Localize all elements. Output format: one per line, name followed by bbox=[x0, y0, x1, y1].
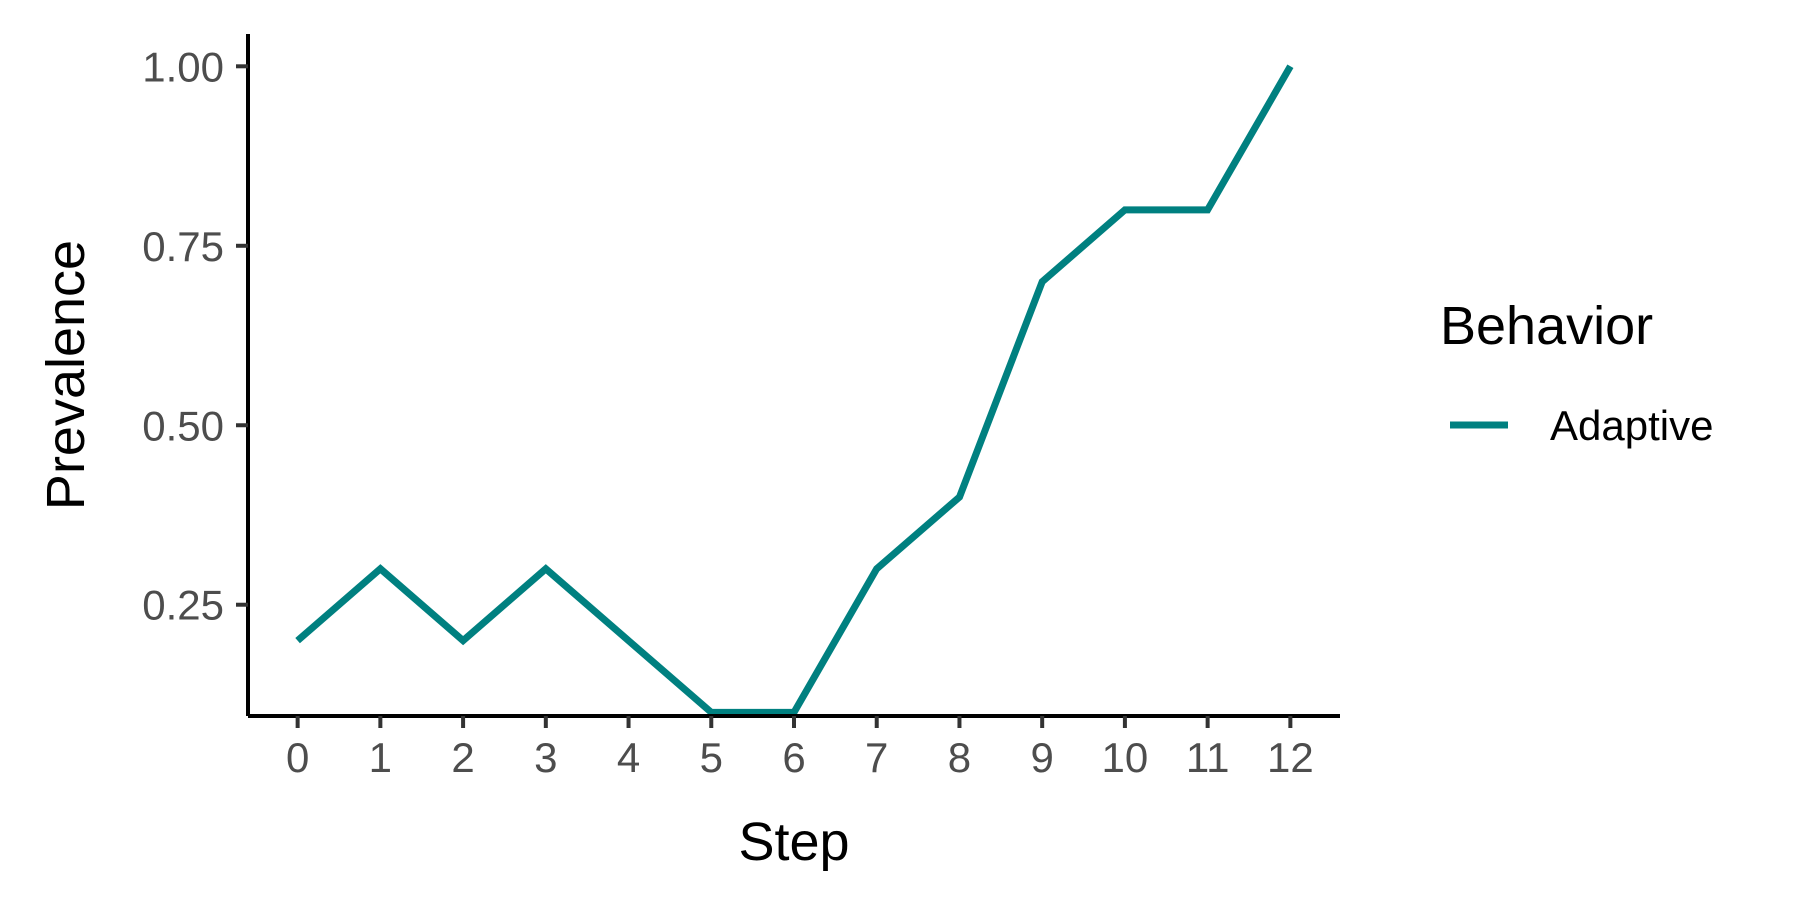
x-tick-label: 1 bbox=[369, 734, 392, 781]
y-tick-label: 1.00 bbox=[142, 43, 224, 90]
x-tick-label: 6 bbox=[782, 734, 805, 781]
x-axis-title: Step bbox=[738, 812, 849, 872]
y-tick-label: 0.25 bbox=[142, 582, 224, 629]
x-tick-label: 8 bbox=[948, 734, 971, 781]
y-tick-label: 0.75 bbox=[142, 223, 224, 270]
x-tick-label: 11 bbox=[1186, 734, 1230, 781]
plot-area bbox=[295, 64, 1294, 716]
legend-label: Adaptive bbox=[1550, 402, 1713, 449]
y-tick-label: 0.50 bbox=[142, 402, 224, 449]
legend-title: Behavior bbox=[1440, 296, 1653, 356]
series-line bbox=[295, 64, 1294, 716]
x-tick-label: 9 bbox=[1031, 734, 1054, 781]
x-tick-label: 5 bbox=[700, 734, 723, 781]
y-axis-ticks: 0.25 0.50 0.75 1.00 bbox=[142, 43, 248, 629]
y-axis-title: Prevalence bbox=[36, 240, 96, 510]
x-tick-label: 2 bbox=[451, 734, 474, 781]
x-axis-ticks: 0 1 2 3 4 5 6 7 8 9 10 11 12 bbox=[286, 716, 1314, 781]
x-tick-label: 10 bbox=[1102, 734, 1149, 781]
x-tick-label: 12 bbox=[1267, 734, 1314, 781]
x-tick-label: 0 bbox=[286, 734, 309, 781]
x-tick-label: 4 bbox=[617, 734, 640, 781]
legend: Behavior Adaptive bbox=[1440, 296, 1713, 449]
x-tick-label: 3 bbox=[534, 734, 557, 781]
legend-items: Adaptive bbox=[1450, 402, 1713, 449]
x-tick-label: 7 bbox=[865, 734, 888, 781]
axes bbox=[246, 34, 1340, 718]
